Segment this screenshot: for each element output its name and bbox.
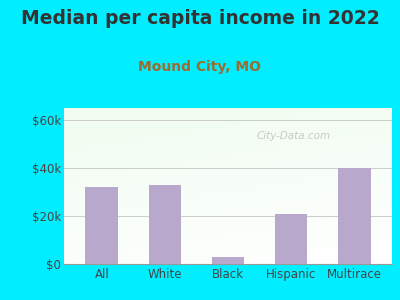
- Bar: [86, 187, 118, 264]
- Text: City-Data.com: City-Data.com: [256, 131, 331, 141]
- Bar: [275, 214, 308, 264]
- Bar: [212, 257, 244, 264]
- Text: Median per capita income in 2022: Median per capita income in 2022: [21, 9, 379, 28]
- Bar: [338, 168, 370, 264]
- Text: Mound City, MO: Mound City, MO: [138, 60, 262, 74]
- Bar: [148, 185, 181, 264]
